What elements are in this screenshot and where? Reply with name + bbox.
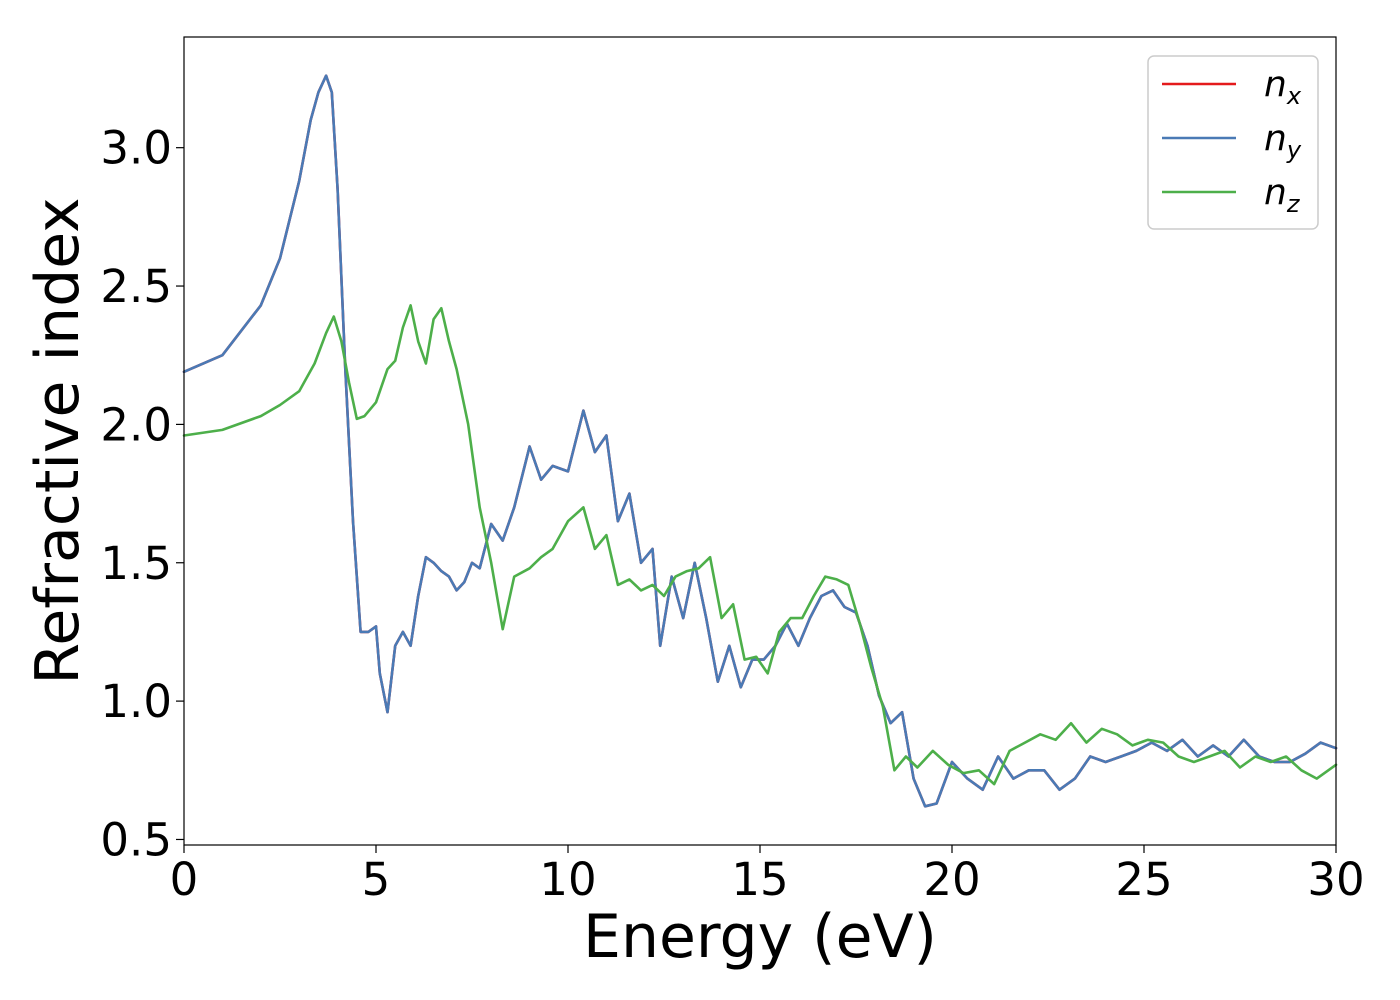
x-tick-label: 20 [923,853,980,906]
x-axis: 0 5 10 15 20 25 30 [170,845,1365,906]
x-tick-label: 5 [362,853,391,906]
x-tick-label: 15 [731,853,788,906]
y-tick-label: 1.5 [100,537,172,590]
x-tick-label: 0 [170,853,199,906]
x-tick-label: 10 [539,853,596,906]
y-axis-title: Refractive index [23,197,93,684]
x-tick-label: 30 [1307,853,1364,906]
x-tick-label: 25 [1115,853,1172,906]
y-tick-label: 1.0 [100,675,172,728]
y-tick-label: 2.0 [100,398,172,451]
x-axis-title: Energy (eV) [583,902,937,972]
y-axis: 0.5 1.0 1.5 2.0 2.5 3.0 [100,122,184,867]
y-tick-label: 0.5 [100,813,172,866]
y-tick-label: 2.5 [100,260,172,313]
y-tick-label: 3.0 [100,122,172,175]
